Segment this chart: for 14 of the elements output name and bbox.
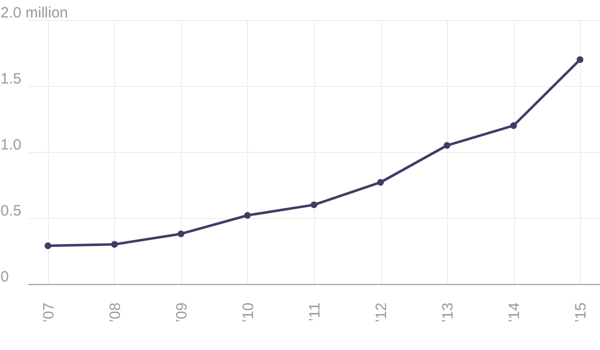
y-tick-label: 0.5 — [0, 202, 22, 220]
y-tick-label: 2.0 million — [0, 4, 68, 22]
x-tick-label: ’14 — [506, 302, 524, 323]
x-tick-label: ’09 — [173, 302, 190, 323]
x-tick-label: ’15 — [572, 302, 590, 323]
y-tick-label: 1.0 — [0, 136, 22, 154]
x-tick-label: ’13 — [440, 302, 457, 323]
x-tick-label: ’12 — [373, 302, 390, 323]
y-tick-label: 1.5 — [0, 70, 22, 88]
x-tick-label: ’10 — [240, 302, 257, 323]
x-tick-label: ’11 — [306, 302, 324, 322]
x-tick-label: ’07 — [40, 302, 58, 323]
y-tick-label: 0 — [0, 268, 9, 286]
x-tick-label: ’08 — [106, 302, 124, 323]
